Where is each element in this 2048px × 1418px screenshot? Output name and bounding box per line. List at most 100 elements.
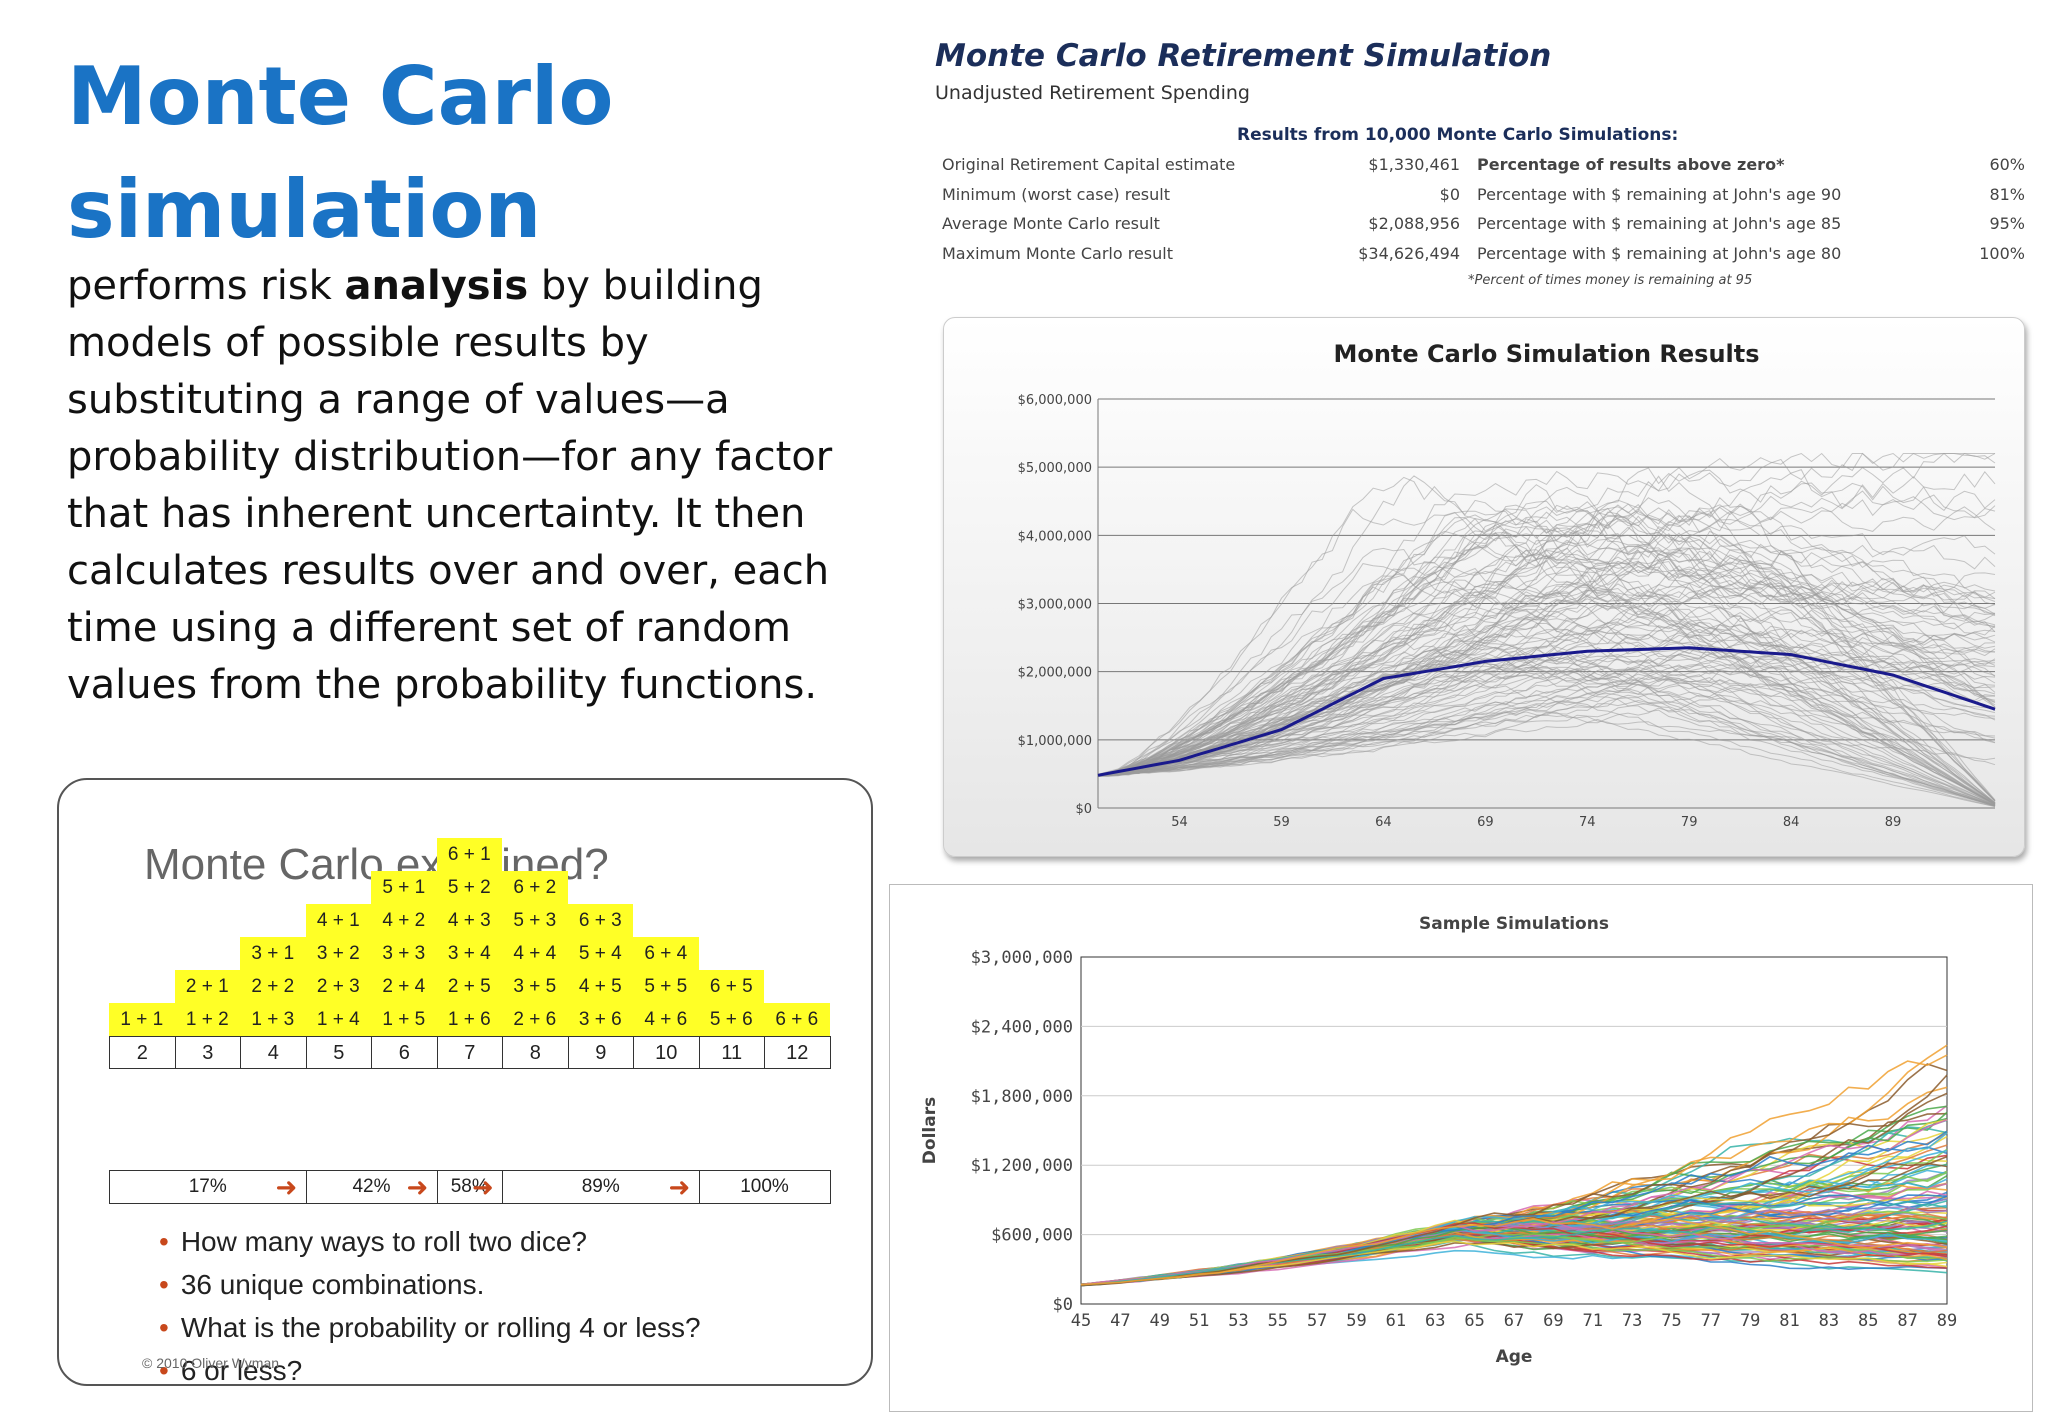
chart-2-x-tick: 85 [1858,1311,1878,1331]
result-value: $0 [1439,184,1460,204]
chart-1-x-tick: 84 [1783,815,1800,830]
dice-sum: 2 [109,1036,176,1069]
dice-combination: 2 + 5 [436,970,502,1003]
bullet-item: 36 unique combinations. [159,1263,701,1306]
chart-1-title: Monte Carlo Simulation Results [1333,340,1759,368]
simulation-path [1097,452,1996,777]
chart-2-y-tick: $1,800,000 [971,1087,1073,1107]
chart-2-y-tick: $600,000 [991,1226,1073,1246]
dice-combination: 1 + 4 [305,1003,371,1036]
result-label: Average Monte Carlo result [942,214,1160,233]
dice-sum: 11 [698,1036,765,1069]
dice-combination: 1 + 1 [109,1003,175,1036]
bullet-item: What is the probability or rolling 4 or … [159,1306,701,1349]
result-value: $34,626,494 [1358,243,1460,263]
chart-1-y-tick: $5,000,000 [1018,461,1092,476]
chart-2-x-tick: 45 [1071,1311,1091,1331]
dice-combination: 2 + 1 [174,970,240,1003]
chart-1-x-tick: 79 [1681,815,1698,830]
chart-1-x-tick: 54 [1171,815,1188,830]
dice-combination: 5 + 4 [567,937,633,970]
chart-2-x-tick: 63 [1425,1311,1445,1331]
chart-1-y-tick: $4,000,000 [1018,529,1092,544]
simulation-path [1097,470,1996,775]
simulation-path [1098,676,1996,807]
dice-combination: 3 + 1 [240,937,306,970]
chart-2-x-tick: 59 [1346,1311,1366,1331]
dice-sum: 10 [633,1036,700,1069]
dice-combination: 5 + 1 [371,871,437,904]
dice-sum: 4 [240,1036,307,1069]
simulation-path [1097,650,1996,807]
body-bold-word: analysis [344,263,529,309]
chart-2-y-tick: $2,400,000 [971,1017,1073,1037]
result-label: Original Retirement Capital estimate [942,155,1236,174]
slide-title: Monte Carlo simulation [67,40,827,266]
chart-2-x-tick: 73 [1622,1311,1642,1331]
simulation-path [1097,547,1996,777]
percentage-label: Percentage with $ remaining at John's ag… [1477,214,1842,233]
dice-sum: 9 [567,1036,634,1069]
chart-2-x-tick: 47 [1110,1311,1130,1331]
dice-combination: 2 + 6 [502,1003,568,1036]
chart-1-y-tick: $2,000,000 [1018,666,1092,681]
simulation-path [1097,594,1996,806]
dice-combination: 2 + 4 [371,970,437,1003]
chart-2-x-tick: 61 [1386,1311,1406,1331]
simulation-path [1097,508,1996,777]
simulation-path [1097,535,1996,777]
chart-2-simulation-paths [1080,1044,1948,1287]
simulation-path [1097,475,1996,802]
dice-combination: 6 + 3 [567,904,633,937]
chart-2-x-tick: 49 [1149,1311,1169,1331]
simulation-path [1097,628,1996,776]
dice-combination: 3 + 3 [371,937,437,970]
dice-sum: 5 [305,1036,372,1069]
simulation-path [1097,661,1996,776]
simulation-path [1098,544,1996,776]
dice-combination: 5 + 3 [502,904,568,937]
dice-combination: 5 + 6 [698,1003,764,1036]
simulation-path [1080,1217,1948,1286]
simulation-path [1097,610,1996,776]
retirement-title: Monte Carlo Retirement Simulation [935,38,1552,74]
chart-1-y-tick: $3,000,000 [1018,598,1092,613]
chart-2-x-tick: 77 [1701,1311,1721,1331]
chart-1-average-line [1097,646,1996,777]
dice-combination: 6 + 4 [633,937,699,970]
dice-combination: 6 + 6 [764,1003,830,1036]
dice-combination: 4 + 3 [436,904,502,937]
simulation-path [1097,515,1996,777]
arrow-right-icon: ➜ [668,1172,691,1202]
dice-combination: 3 + 2 [305,937,371,970]
chart-2-x-tick: 55 [1268,1311,1288,1331]
simulation-path [1097,621,1996,776]
simulation-path [1097,525,1996,805]
chart-1-x-tick: 69 [1477,815,1494,830]
chart-2-y-tick: $3,000,000 [971,948,1073,968]
chart-2-y-tick: $0 [1053,1295,1073,1315]
dice-sum: 6 [371,1036,438,1069]
chart-1-x-tick: 89 [1885,815,1902,830]
body-prefix: performs risk [67,263,345,309]
chart-1-x-tick: 64 [1375,815,1392,830]
simulation-path [1097,566,1996,776]
percentage-label: Percentage with $ remaining at John's ag… [1477,184,1842,204]
chart-1-simulation-paths [1097,452,1996,808]
chart-2-x-tick: 87 [1897,1311,1917,1331]
dice-combination: 6 + 2 [502,871,568,904]
simulation-path [1097,697,1996,807]
simulation-path [1097,591,1996,806]
percentage-label: Percentage with $ remaining at John's ag… [1477,243,1842,263]
dice-combination: 3 + 6 [567,1003,633,1036]
simulation-path [1097,678,1996,806]
arrow-right-icon: ➜ [406,1172,429,1202]
dice-combination: 5 + 2 [436,871,502,904]
title-line-1: Monte Carlo [67,50,614,143]
chart-2-x-tick: 75 [1661,1311,1681,1331]
chart-1-y-tick: $6,000,000 [1018,393,1092,408]
dice-combination: 5 + 5 [633,970,699,1003]
copyright-text: © 2010 Oliver Wyman [142,1355,280,1371]
chart-2-x-tick: 81 [1779,1311,1799,1331]
